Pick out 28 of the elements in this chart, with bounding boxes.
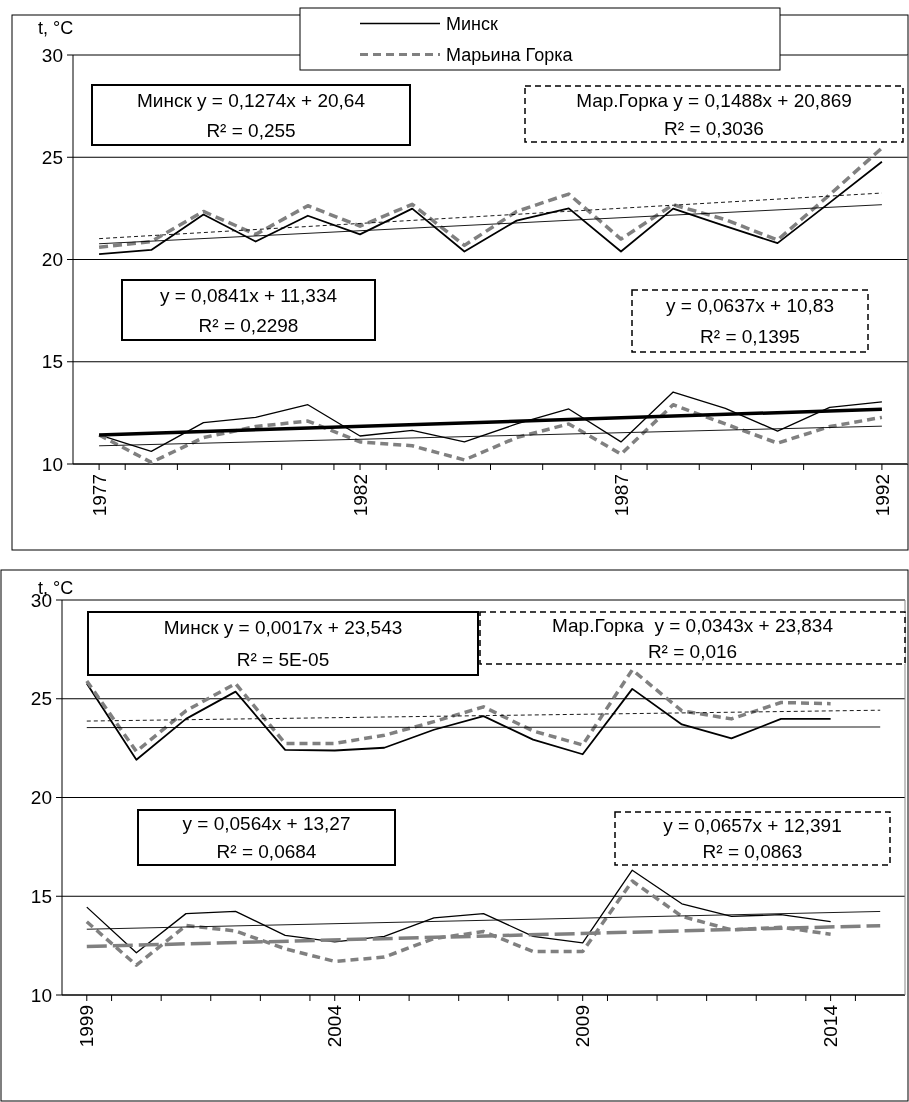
- annotation: Мар.Горка y = 0,1488x + 20,869 R² = 0,3036: [576, 89, 852, 139]
- annotation: y = 0,0841x + 11,334 R² = 0,2298: [159, 284, 338, 336]
- annotation: y = 0,0657x + 12,391 R² = 0,0863: [663, 814, 842, 863]
- annotation: Минск y = 0,1274x + 20,64 R² = 0,255: [137, 89, 366, 141]
- annotation: y = 0,0564x + 13,27 R² = 0,0684: [182, 813, 351, 862]
- x-tick-label: 1999: [76, 1005, 98, 1048]
- x-tick-label: 1977: [88, 474, 110, 517]
- annotation: Мар.Горка y = 0,0343x + 23,834 R² = 0,016: [552, 614, 834, 662]
- x-tick-label: 2009: [572, 1005, 594, 1048]
- x-tick-label: 1982: [349, 474, 371, 517]
- y-tick-label: 15: [41, 351, 63, 373]
- y-tick-label: 15: [30, 885, 52, 907]
- annotation: Минск y = 0,0017x + 23,543 R² = 5E-05: [163, 617, 403, 670]
- y-tick-label: 20: [41, 249, 63, 271]
- y-tick-label: 25: [41, 146, 63, 168]
- y-tick-label: 10: [41, 453, 63, 475]
- x-tick-label: 2004: [324, 1004, 346, 1048]
- legend-label: Марьина Горка: [446, 44, 574, 65]
- annotation: y = 0,0637x + 10,83 R² = 0,1395: [666, 295, 834, 348]
- y-axis-title: t, °C: [38, 18, 74, 38]
- y-tick-label: 10: [30, 984, 52, 1006]
- x-tick-label: 1987: [610, 474, 632, 517]
- y-tick-label: 25: [30, 688, 52, 710]
- y-tick-label: 30: [41, 44, 63, 66]
- x-tick-label: 2014: [820, 1004, 842, 1048]
- x-tick-label: 1992: [871, 474, 893, 517]
- legend-label: Минск: [446, 13, 498, 34]
- y-tick-label: 20: [30, 787, 52, 809]
